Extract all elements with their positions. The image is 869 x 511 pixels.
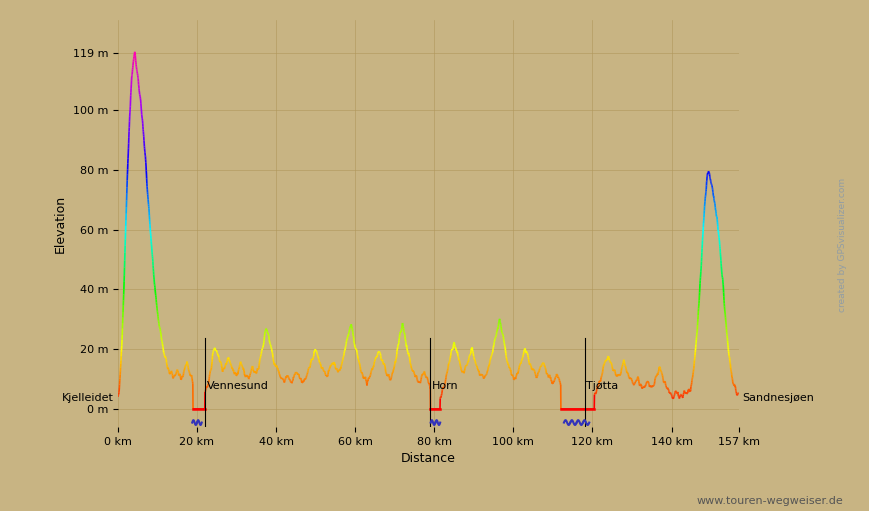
- Text: Horn: Horn: [432, 381, 459, 391]
- Text: Vennesund: Vennesund: [207, 381, 269, 391]
- X-axis label: Distance: Distance: [401, 452, 455, 466]
- Text: Tjøtta: Tjøtta: [587, 381, 619, 391]
- Text: Sandnesjøen: Sandnesjøen: [743, 393, 814, 403]
- Y-axis label: Elevation: Elevation: [54, 195, 67, 252]
- Text: www.touren-wegweiser.de: www.touren-wegweiser.de: [696, 496, 843, 506]
- Text: Kjelleidet: Kjelleidet: [62, 393, 114, 403]
- Text: created by GPSvisualizer.com: created by GPSvisualizer.com: [839, 178, 847, 312]
